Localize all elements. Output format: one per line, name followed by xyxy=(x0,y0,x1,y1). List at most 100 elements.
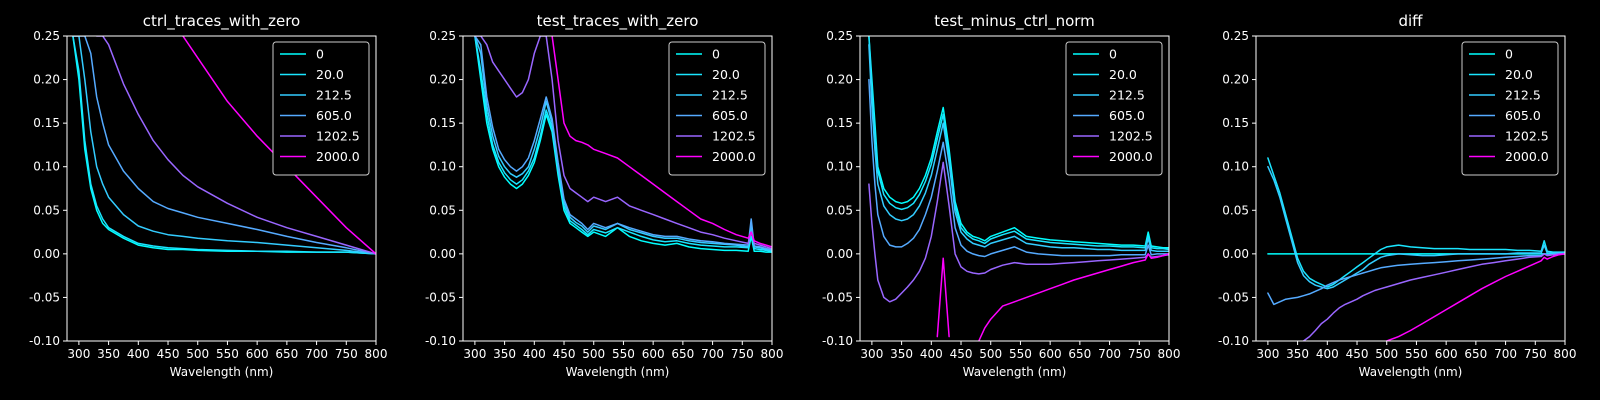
legend-entry: 1202.5 xyxy=(1505,129,1549,144)
x-tick-label: 600 xyxy=(1435,347,1458,361)
x-tick-label: 700 xyxy=(1494,347,1517,361)
series-line-2000-0 xyxy=(1385,253,1565,341)
x-tick-label: 350 xyxy=(890,347,913,361)
x-tick-label: 350 xyxy=(493,347,516,361)
series-group xyxy=(474,36,772,253)
series-line-0 xyxy=(868,36,1169,249)
legend-entry: 605.0 xyxy=(712,108,748,123)
y-tick-label: 0.10 xyxy=(429,160,456,174)
legend: 0 20.0 212.5 605.0 1202.5 2000.0 xyxy=(668,41,766,176)
y-tick-label: 0.10 xyxy=(826,160,853,174)
y-tick-label: -0.05 xyxy=(822,290,853,304)
x-tick-label: 450 xyxy=(157,347,180,361)
y-tick-label: 0.15 xyxy=(1222,116,1249,130)
legend-entry: 20.0 xyxy=(1109,67,1137,82)
x-tick-label: 550 xyxy=(1405,347,1428,361)
legend: 0 20.0 212.5 605.0 1202.5 2000.0 xyxy=(272,41,370,176)
y-tick-label: 0.10 xyxy=(33,160,60,174)
x-axis-label: Wavelength (nm) xyxy=(566,365,670,379)
series-line-1202-5 xyxy=(474,36,772,250)
x-tick-label: 300 xyxy=(860,347,883,361)
series-line-20-0 xyxy=(474,36,772,252)
series-line-20-0 xyxy=(72,36,376,255)
y-tick-label: -0.05 xyxy=(425,290,456,304)
subplot-2: test_traces_with_zero Wavelength (nm) 300 3… xyxy=(425,12,784,379)
legend-entry: 212.5 xyxy=(1505,88,1541,103)
x-tick-label: 450 xyxy=(553,347,576,361)
x-tick-label: 700 xyxy=(305,347,328,361)
x-tick-label: 500 xyxy=(979,347,1002,361)
legend: 0 20.0 212.5 605.0 1202.5 2000.0 xyxy=(1461,41,1559,176)
series-line-2000-0 xyxy=(551,36,772,248)
series-line-1202-5 xyxy=(95,36,376,255)
x-tick-label: 500 xyxy=(1375,347,1398,361)
x-axis-label: Wavelength (nm) xyxy=(170,365,274,379)
x-tick-label: 400 xyxy=(1316,347,1339,361)
y-tick-label: -0.05 xyxy=(1218,290,1249,304)
y-tick-label: 0.15 xyxy=(33,116,60,130)
series-line-1202-5 xyxy=(1302,253,1565,341)
series-line-212-5 xyxy=(72,36,376,255)
y-tick-label: 0.10 xyxy=(1222,160,1249,174)
series-line-0 xyxy=(474,36,772,253)
legend-entry: 1202.5 xyxy=(712,129,756,144)
legend-entry: 2000.0 xyxy=(1505,149,1549,164)
series-group xyxy=(72,36,376,255)
y-tick-label: 0.00 xyxy=(33,247,60,261)
x-tick-label: 700 xyxy=(701,347,724,361)
series-line-212-5 xyxy=(1267,165,1565,290)
y-tick-label: 0.05 xyxy=(826,203,853,217)
subplot-1: ctrl_traces_with_zero Wavelength (nm) 300 3… xyxy=(29,12,388,379)
y-tick-label: 0.00 xyxy=(1222,247,1249,261)
x-tick-label: 300 xyxy=(67,347,90,361)
chart-title: test_traces_with_zero xyxy=(537,12,699,31)
legend-entry: 1202.5 xyxy=(316,129,360,144)
legend-entry: 0 xyxy=(1505,47,1513,62)
y-tick-label: 0.20 xyxy=(1222,73,1249,87)
legend-entry: 212.5 xyxy=(1109,88,1145,103)
series-group xyxy=(868,36,1169,341)
legend-entry: 20.0 xyxy=(316,67,344,82)
x-tick-label: 400 xyxy=(127,347,150,361)
legend-entry: 0 xyxy=(1109,47,1117,62)
legend-entry: 0 xyxy=(712,47,720,62)
series-line-20-0 xyxy=(868,36,1169,251)
x-tick-label: 350 xyxy=(1286,347,1309,361)
y-tick-label: 0.25 xyxy=(33,29,60,43)
x-tick-label: 600 xyxy=(246,347,269,361)
subplot-3: test_minus_ctrl_norm Wavelength (nm) 300 35… xyxy=(822,12,1181,379)
series-line-605-0 xyxy=(868,78,1169,258)
chart-title: ctrl_traces_with_zero xyxy=(143,12,300,31)
y-tick-label: 0.25 xyxy=(1222,29,1249,43)
chart-title: test_minus_ctrl_norm xyxy=(934,12,1095,31)
legend-entry: 20.0 xyxy=(712,67,740,82)
y-tick-label: -0.10 xyxy=(29,334,60,348)
x-tick-label: 550 xyxy=(1009,347,1032,361)
x-tick-label: 750 xyxy=(335,347,358,361)
series-line-0 xyxy=(72,36,376,255)
series-line-212-5 xyxy=(868,43,1169,252)
legend-entry: 605.0 xyxy=(1505,108,1541,123)
x-tick-label: 800 xyxy=(1158,347,1181,361)
x-tick-label: 650 xyxy=(1068,347,1091,361)
x-tick-label: 750 xyxy=(1524,347,1547,361)
series-line-2000-0 xyxy=(182,36,376,255)
legend-entry: 2000.0 xyxy=(712,149,756,164)
legend-entry: 2000.0 xyxy=(1109,149,1153,164)
y-tick-label: -0.05 xyxy=(29,290,60,304)
x-tick-label: 600 xyxy=(1039,347,1062,361)
chart-title: diff xyxy=(1398,12,1423,30)
x-tick-label: 650 xyxy=(275,347,298,361)
legend-entry: 605.0 xyxy=(1109,108,1145,123)
legend-entry: 20.0 xyxy=(1505,67,1533,82)
x-tick-label: 350 xyxy=(97,347,120,361)
x-tick-label: 400 xyxy=(523,347,546,361)
x-tick-label: 550 xyxy=(612,347,635,361)
axes-frame xyxy=(1255,35,1566,342)
x-tick-label: 450 xyxy=(1346,347,1369,361)
legend-entry: 212.5 xyxy=(712,88,748,103)
y-tick-label: 0.20 xyxy=(429,73,456,87)
subplot-4: diff Wavelength (nm) 300 350 400 450 500 550 600… xyxy=(1218,12,1577,379)
x-tick-label: 700 xyxy=(1098,347,1121,361)
